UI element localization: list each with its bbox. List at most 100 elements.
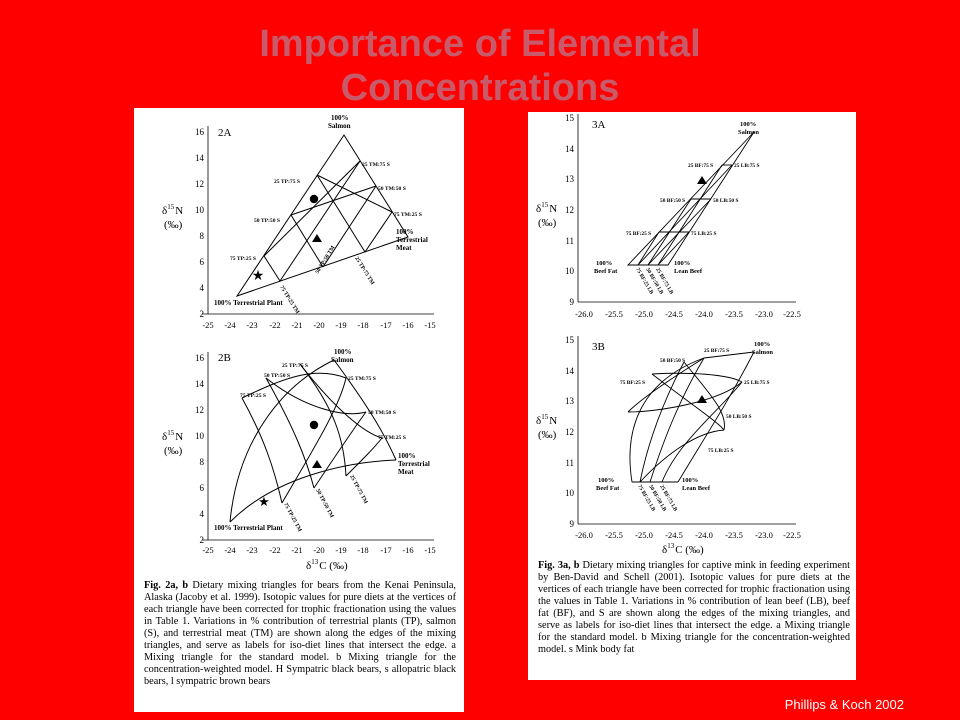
svg-text:δ15N: δ15N bbox=[536, 413, 557, 427]
data-markers-2b: ★ bbox=[258, 420, 322, 509]
tick-label: -19 bbox=[335, 320, 346, 330]
apex-label: Terrestrial bbox=[396, 236, 428, 244]
apex-label: 100% bbox=[682, 477, 698, 484]
tick-label: 15 bbox=[565, 335, 575, 345]
tick-label: 8 bbox=[200, 231, 205, 241]
apex-label: Salmon bbox=[752, 349, 773, 356]
apex-label: Lean Beef bbox=[682, 485, 711, 492]
apex-label: 100% Terrestrial Plant bbox=[214, 524, 283, 532]
edge-label: 50 BF:50 S bbox=[660, 358, 685, 364]
element: N bbox=[175, 431, 183, 443]
tick-label: 13 bbox=[565, 174, 575, 184]
plot-3b-x-ticks: -26.0 -25.5 -25.0 -24.5 -24.0 -23.5 -23.… bbox=[575, 530, 801, 540]
panel-label: 3A bbox=[592, 119, 606, 131]
mixing-triangle-2b-labels: 100% Salmon 100% Terrestrial Meat 100% T… bbox=[214, 348, 430, 534]
edge-label: 50 LB:50 S bbox=[713, 198, 738, 204]
edge-label: 25 BF:75 S bbox=[688, 163, 713, 169]
mixing-triangle-2b bbox=[229, 359, 397, 523]
slide-title: Importance of Elemental Concentrations bbox=[0, 22, 960, 114]
tick-label: 2 bbox=[200, 535, 205, 545]
delta-symbol: δ bbox=[662, 544, 667, 556]
delta-symbol: δ bbox=[536, 203, 541, 215]
panel-label: 3B bbox=[592, 341, 605, 353]
edge-label: 25 BF:75 S bbox=[704, 348, 729, 354]
plot-3a-y-label: δ15N (‰) bbox=[536, 201, 557, 229]
tick-label: -24.0 bbox=[695, 530, 713, 540]
apex-label: 100% bbox=[674, 260, 690, 267]
figure-2-plots: 16 14 12 10 8 6 4 2 -25 -24 -23 -22 -21 … bbox=[162, 114, 436, 572]
edge-label: 75 BF:25 S bbox=[620, 380, 645, 386]
tick-label: 14 bbox=[195, 153, 205, 163]
element: C (‰) bbox=[319, 560, 348, 572]
plot-2b-y-ticks: 16 14 12 10 8 6 4 2 bbox=[195, 353, 205, 545]
figure-2-caption: Fig. 2a, b Dietary mixing triangles for … bbox=[144, 580, 456, 688]
edge-label: 75 TP:25 TM bbox=[282, 502, 303, 534]
figure-3-plots: 15 14 13 12 11 10 9 -26.0 -25.5 -25.0 -2… bbox=[536, 113, 801, 556]
tick-label: 10 bbox=[565, 266, 575, 276]
tick-label: 14 bbox=[565, 366, 575, 376]
edge-label: 25 TP:75 TM bbox=[353, 256, 375, 287]
tick-label: -25.0 bbox=[635, 309, 653, 319]
edge-label: 50 TP:50 S bbox=[264, 373, 290, 379]
tick-label: -23.5 bbox=[725, 530, 743, 540]
allopatric-black-bears-marker bbox=[309, 420, 319, 430]
plot-2b-y-label: δ15N (‰) bbox=[162, 429, 183, 457]
tick-label: 12 bbox=[565, 427, 574, 437]
caption-label: Fig. 2a, b bbox=[144, 580, 189, 591]
tick-label: -21 bbox=[291, 545, 302, 555]
plot-2b: 16 14 12 10 8 6 4 2 -25 -24 -23 -22 -21 … bbox=[162, 348, 436, 572]
tick-label: -17 bbox=[380, 320, 391, 330]
edge-label: 75 LB:25 S bbox=[708, 448, 733, 454]
tick-label: 12 bbox=[565, 205, 574, 215]
unit: (‰) bbox=[164, 219, 183, 231]
element: C (‰) bbox=[675, 544, 704, 556]
edge-label: 50 TP:50 S bbox=[254, 218, 280, 224]
apex-label: 100% bbox=[331, 114, 349, 122]
plot-2a-y-label: δ15N (‰) bbox=[162, 203, 183, 231]
apex-label: Salmon bbox=[738, 129, 759, 136]
superscript: 15 bbox=[541, 201, 549, 209]
tick-label: -22.5 bbox=[783, 309, 801, 319]
mixing-triangle-3a-labels: 100% Salmon 100% Beef Fat 100% Lean Beef… bbox=[594, 121, 759, 296]
apex-label: 100% bbox=[398, 452, 416, 460]
apex-label: 100% bbox=[740, 121, 756, 128]
tick-label: 2 bbox=[200, 309, 205, 319]
apex-label: Beef Fat bbox=[594, 268, 618, 275]
tick-label: 14 bbox=[565, 144, 575, 154]
mink-body-fat-marker bbox=[697, 395, 707, 403]
mixing-triangle-2a-labels: 100% Salmon 100% Terrestrial Meat 100% T… bbox=[214, 114, 428, 316]
tick-label: 6 bbox=[200, 257, 205, 267]
tick-label: 12 bbox=[195, 405, 204, 415]
edge-label: 75 TM:25 S bbox=[378, 435, 406, 441]
apex-label: 100% bbox=[334, 348, 352, 356]
figure-2-panel: 16 14 12 10 8 6 4 2 -25 -24 -23 -22 -21 … bbox=[134, 108, 464, 712]
tick-label: -20 bbox=[313, 320, 324, 330]
apex-label: 100% bbox=[396, 228, 414, 236]
tick-label: 10 bbox=[195, 431, 205, 441]
plot-3a-y-ticks: 15 14 13 12 11 10 9 bbox=[565, 113, 575, 307]
data-markers-2a: ★ bbox=[252, 194, 322, 284]
tick-label: -23 bbox=[246, 545, 257, 555]
slide-title-line-1: Importance of Elemental bbox=[259, 23, 701, 65]
plot-2a-y-ticks: 16 14 12 10 8 6 4 2 bbox=[195, 127, 205, 319]
tick-label: 13 bbox=[565, 396, 575, 406]
edge-label: 75 BF:25 S bbox=[626, 231, 651, 237]
edge-label: 50 BF:50 S bbox=[660, 198, 685, 204]
unit: (‰) bbox=[164, 445, 183, 457]
mixing-triangle-3a bbox=[626, 131, 755, 266]
tick-label: 8 bbox=[200, 457, 205, 467]
tick-label: 11 bbox=[565, 236, 574, 246]
tick-label: -25 bbox=[202, 545, 213, 555]
tick-label: -19 bbox=[335, 545, 346, 555]
element: N bbox=[549, 203, 557, 215]
edge-label: 25 TP:75 S bbox=[274, 179, 300, 185]
apex-label: Meat bbox=[398, 468, 414, 476]
edge-label: 25 TM:75 S bbox=[348, 376, 376, 382]
tick-label: 10 bbox=[565, 488, 575, 498]
tick-label: -16 bbox=[402, 320, 413, 330]
plot-2b-x-label: δ13C (‰) bbox=[306, 558, 348, 572]
plot-3b-x-label: δ13C (‰) bbox=[662, 542, 704, 556]
delta-symbol: δ bbox=[536, 415, 541, 427]
caption-label: Fig. 3a, b bbox=[538, 560, 580, 571]
mixing-triangle-2a bbox=[235, 134, 409, 297]
